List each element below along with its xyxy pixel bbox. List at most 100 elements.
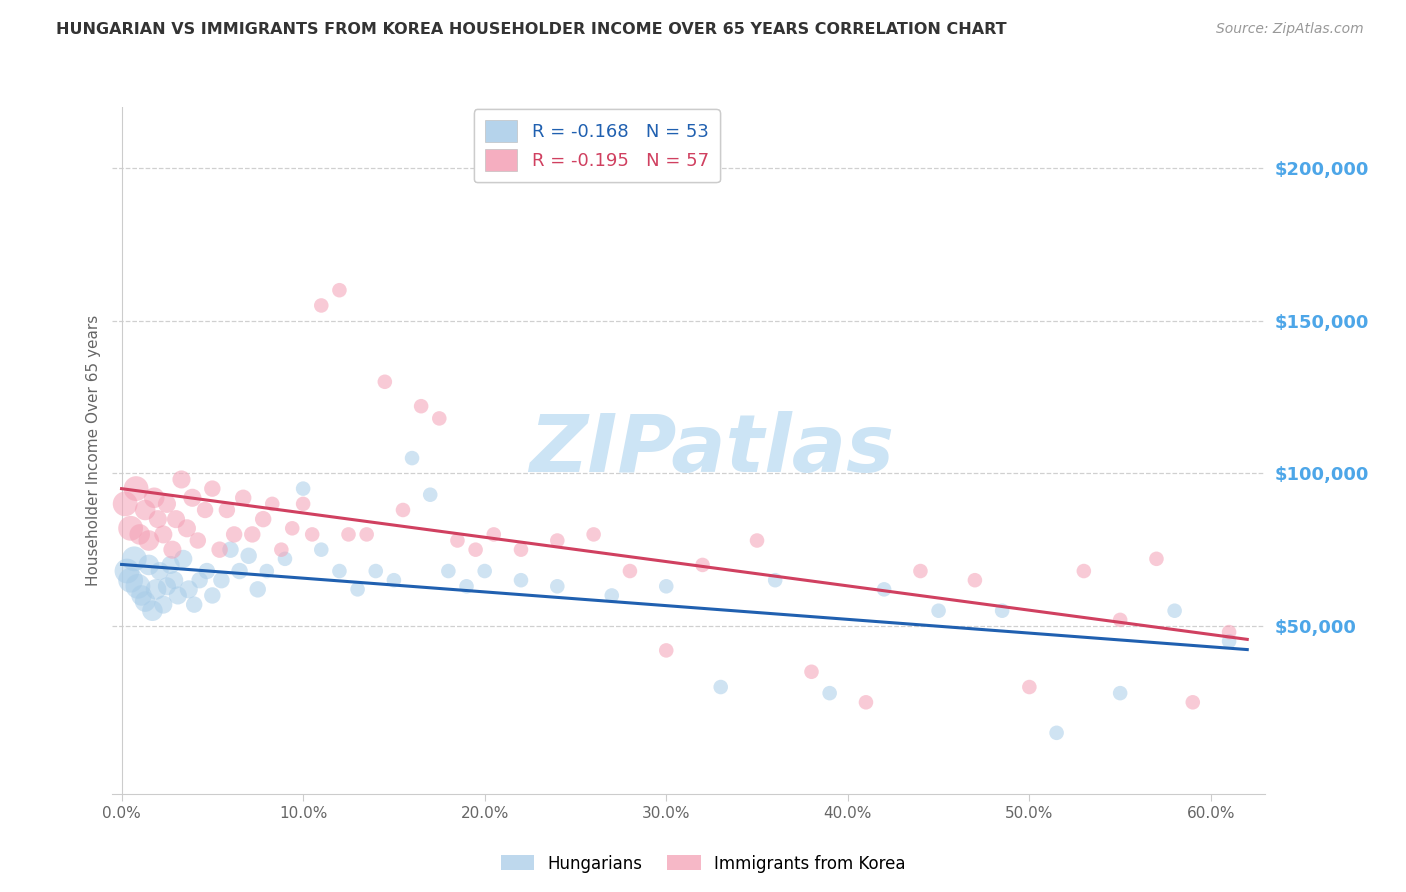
Point (256, 564, 278, 578)
Point (392, 503, 415, 517)
Point (194, 503, 217, 517)
Point (582, 527, 605, 541)
Point (172, 551, 194, 566)
Text: Source: ZipAtlas.com: Source: ZipAtlas.com (1216, 22, 1364, 37)
Point (311, 298, 333, 312)
Point (1181, 695, 1204, 709)
Point (219, 542, 242, 557)
Point (292, 497, 315, 511)
Point (1146, 551, 1168, 566)
Point (134, 594, 156, 608)
Point (115, 564, 138, 578)
Point (474, 564, 496, 578)
Point (655, 579, 678, 593)
Point (270, 542, 292, 557)
Point (134, 503, 156, 517)
Legend: Hungarians, Immigrants from Korea: Hungarians, Immigrants from Korea (494, 848, 912, 880)
Point (301, 527, 323, 541)
Point (152, 527, 174, 541)
Point (146, 512, 169, 526)
Point (437, 564, 460, 578)
Point (619, 564, 641, 578)
Point (337, 527, 360, 541)
Point (131, 589, 153, 603)
Point (710, 680, 733, 694)
Point (910, 564, 932, 578)
Point (156, 497, 179, 511)
Point (120, 521, 142, 535)
Point (328, 283, 350, 297)
Point (156, 579, 179, 593)
Point (427, 411, 450, 425)
Point (224, 527, 246, 541)
Point (166, 589, 188, 603)
Point (818, 686, 841, 700)
Point (183, 598, 205, 612)
Point (120, 573, 142, 587)
Point (482, 527, 505, 541)
Point (292, 482, 315, 496)
Point (165, 512, 187, 526)
Point (141, 604, 163, 618)
Point (159, 558, 181, 572)
Text: ZIPatlas: ZIPatlas (530, 411, 894, 490)
Point (1109, 686, 1132, 700)
Point (546, 579, 568, 593)
Point (187, 533, 209, 548)
Point (262, 497, 284, 511)
Point (510, 573, 533, 587)
Point (114, 497, 136, 511)
Point (201, 589, 224, 603)
Point (419, 488, 441, 502)
Point (281, 521, 304, 535)
Point (195, 564, 218, 578)
Y-axis label: Householder Income Over 65 years: Householder Income Over 65 years (86, 315, 101, 586)
Point (252, 512, 274, 526)
Point (446, 533, 468, 548)
Point (692, 558, 714, 572)
Point (963, 573, 986, 587)
Point (238, 549, 260, 563)
Legend: R = -0.168   N = 53, R = -0.195   N = 57: R = -0.168 N = 53, R = -0.195 N = 57 (474, 109, 720, 182)
Point (346, 582, 368, 597)
Point (401, 451, 423, 466)
Point (181, 491, 204, 505)
Point (1218, 625, 1240, 640)
Point (149, 564, 172, 578)
Point (464, 542, 486, 557)
Point (1109, 613, 1132, 627)
Point (1073, 564, 1095, 578)
Point (177, 582, 200, 597)
Point (364, 564, 387, 578)
Point (600, 589, 623, 603)
Point (209, 573, 232, 587)
Point (855, 695, 877, 709)
Point (208, 542, 231, 557)
Text: HUNGARIAN VS IMMIGRANTS FROM KOREA HOUSEHOLDER INCOME OVER 65 YEARS CORRELATION : HUNGARIAN VS IMMIGRANTS FROM KOREA HOUSE… (56, 22, 1007, 37)
Point (356, 527, 378, 541)
Point (122, 551, 145, 566)
Point (745, 533, 768, 548)
Point (510, 542, 533, 557)
Point (1018, 680, 1040, 694)
Point (456, 579, 478, 593)
Point (1045, 726, 1067, 740)
Point (991, 604, 1014, 618)
Point (138, 533, 160, 548)
Point (246, 582, 269, 597)
Point (228, 564, 250, 578)
Point (411, 399, 433, 413)
Point (311, 542, 333, 557)
Point (125, 482, 148, 496)
Point (163, 573, 186, 587)
Point (1218, 634, 1240, 648)
Point (188, 573, 211, 587)
Point (546, 533, 568, 548)
Point (232, 491, 254, 505)
Point (240, 527, 263, 541)
Point (928, 604, 950, 618)
Point (215, 503, 238, 517)
Point (138, 558, 160, 572)
Point (800, 665, 823, 679)
Point (176, 521, 198, 535)
